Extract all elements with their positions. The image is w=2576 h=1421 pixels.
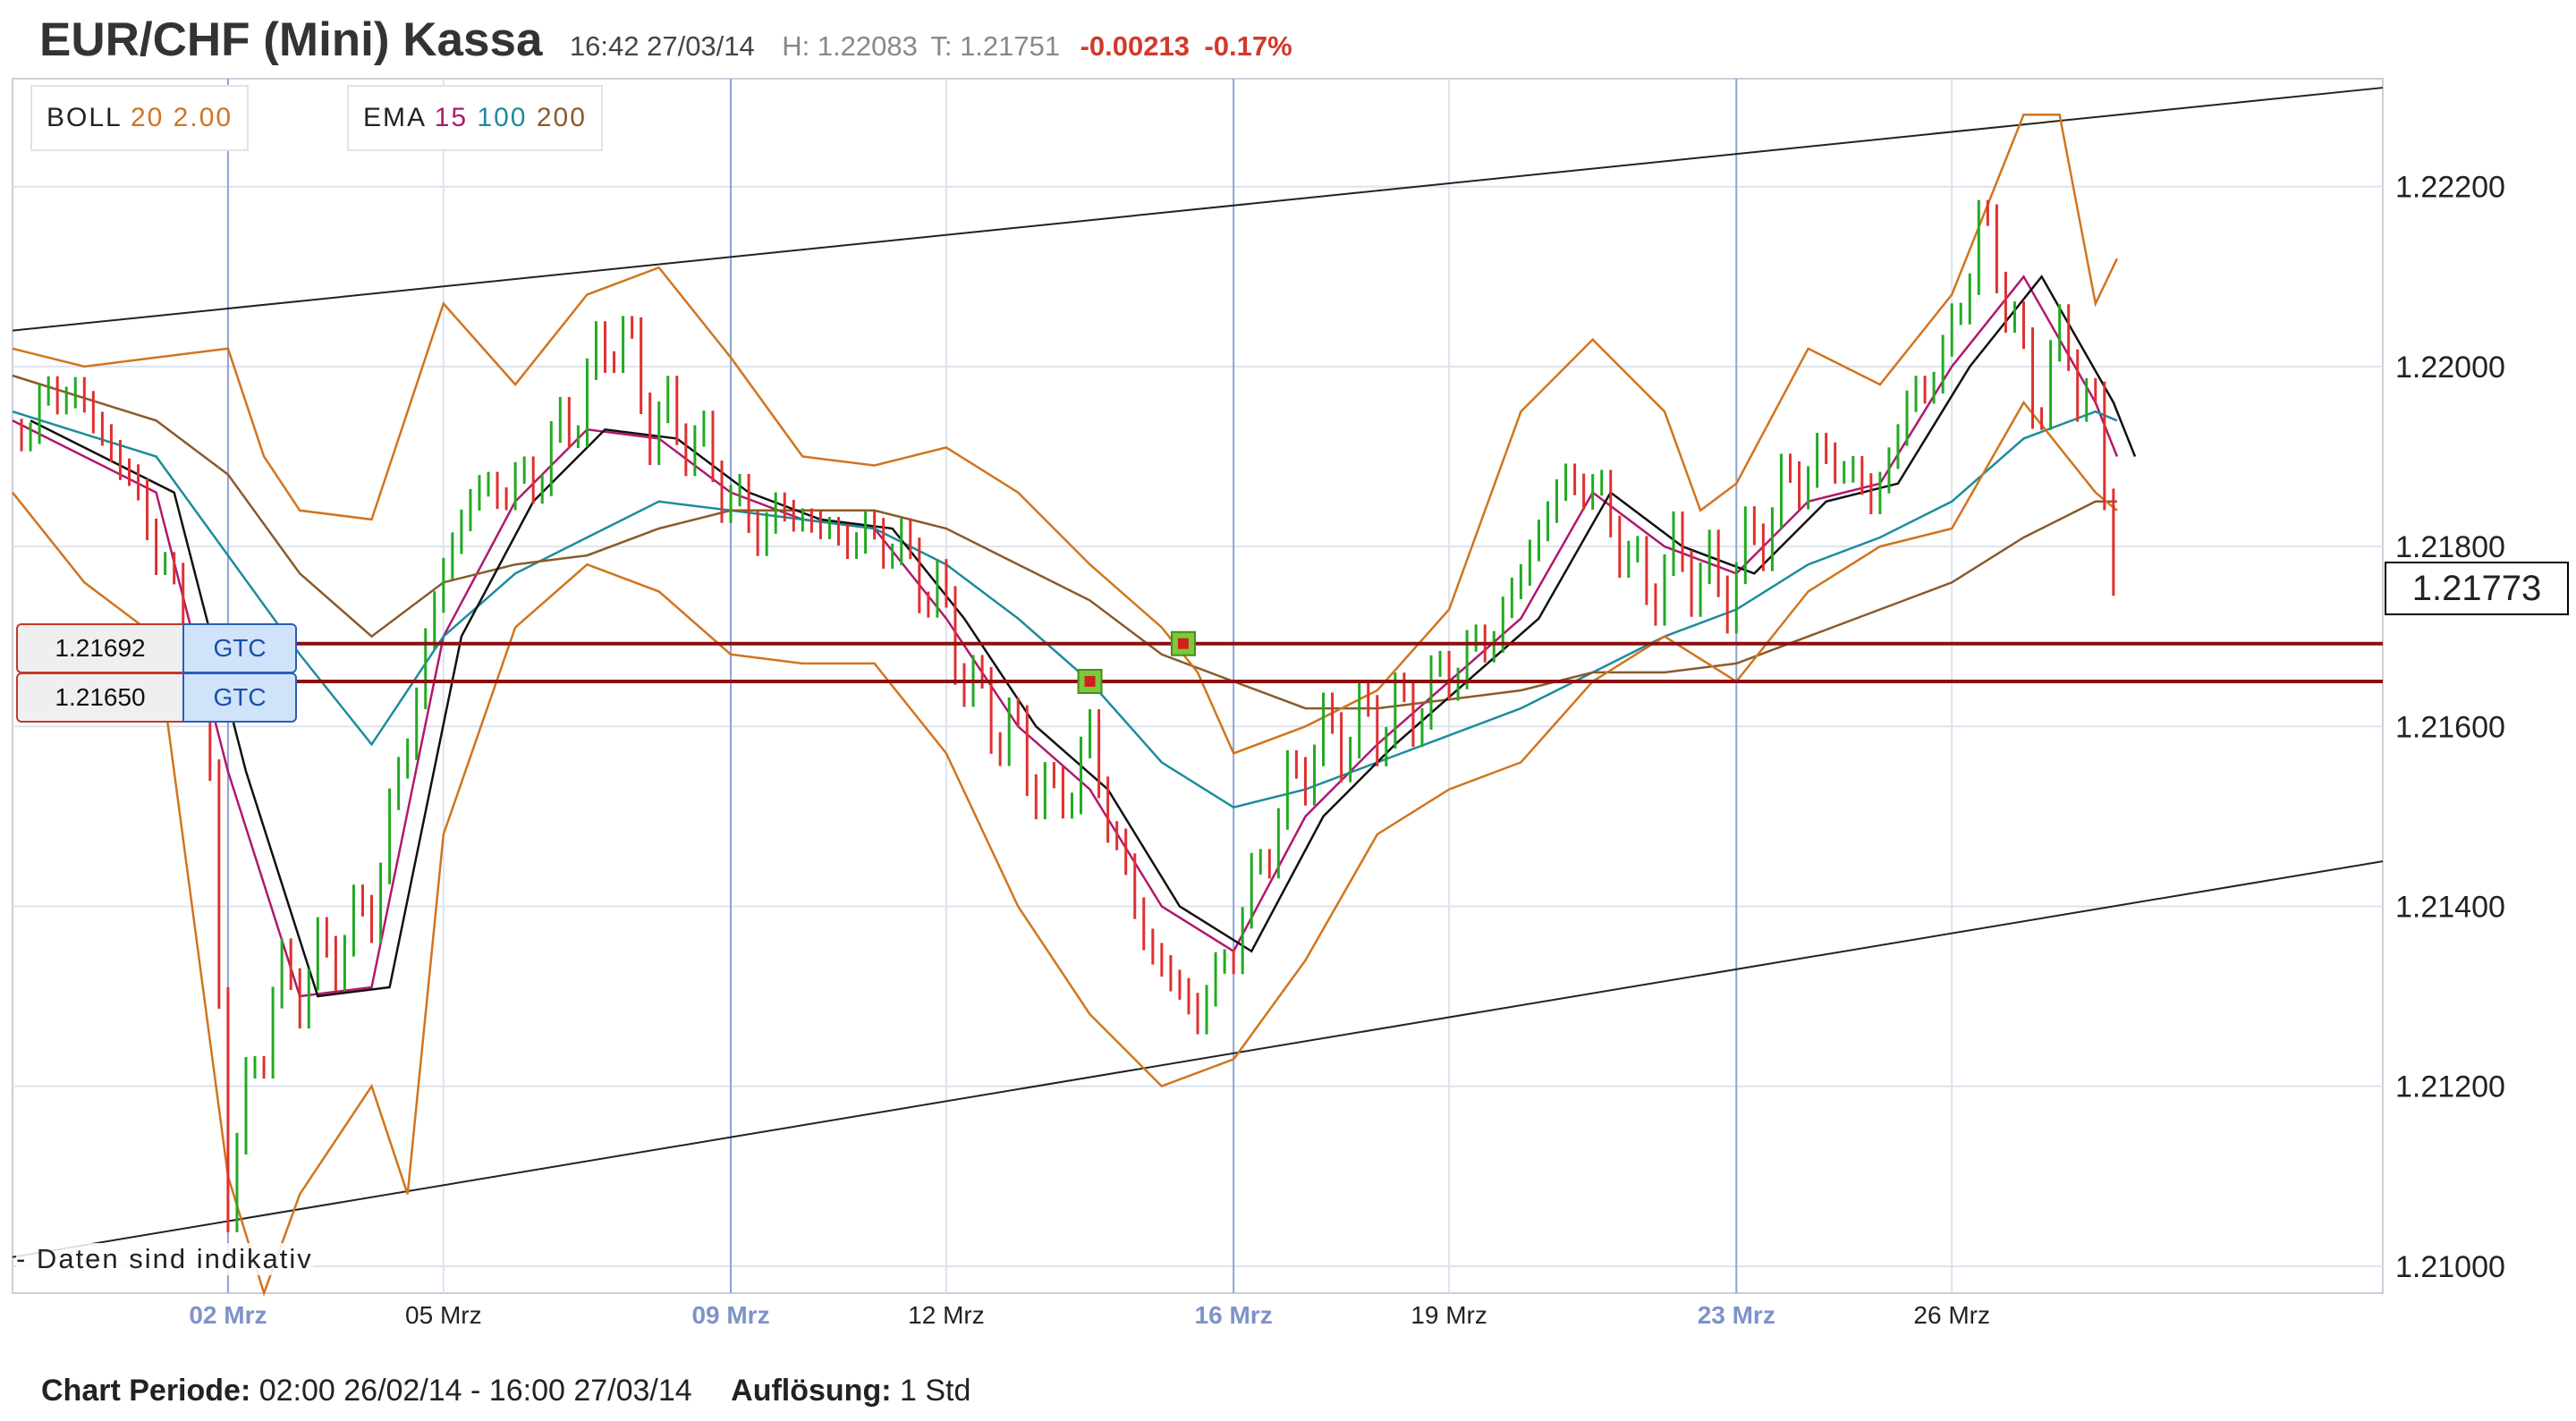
legend-ema-15: 15 [434,103,469,132]
order-marker-core [1084,675,1096,687]
order-ticket-1[interactable]: 1.21692 GTC [16,623,297,673]
change-value: -0.00213 [1080,30,1190,62]
y-tick-label: 1.21000 [2395,1250,2505,1284]
bollinger-lower-line [12,400,2118,1297]
legend-boll-dev: 2.00 [173,103,233,132]
chart-header: EUR/CHF (Mini) Kassa 16:42 27/03/14 H: 1… [39,13,1292,75]
order-gtc-button[interactable]: GTC [182,672,297,723]
legend-ema[interactable]: EMA 15 100 200 [347,85,603,151]
order-marker-core [1177,638,1189,649]
x-tick-label: 16 Mrz [1195,1301,1273,1329]
instrument-title: EUR/CHF (Mini) Kassa [39,13,543,66]
x-tick-label: 23 Mrz [1698,1301,1775,1329]
trendline [12,87,2384,332]
y-tick-label: 1.21600 [2395,710,2505,744]
resolution-label: Auflösung: [731,1374,892,1408]
ema200-line [12,374,2117,710]
resolution-value: 1 Std [900,1374,971,1408]
order-ticket-2[interactable]: 1.21650 GTC [16,672,297,723]
bollinger-upper-line [12,113,2119,755]
period-value: 02:00 26/02/14 - 16:00 27/03/14 [258,1374,692,1408]
legend-ema-100: 100 [477,103,528,132]
plot-area [12,78,2384,1294]
indicative-note: - Daten sind indikativ [16,1243,313,1275]
low-value: T: 1.21751 [930,30,1061,62]
x-tick-label: 09 Mrz [691,1301,769,1329]
period-label: Chart Periode: [41,1374,251,1408]
change-percent: -0.17% [1204,30,1292,62]
quote-time: 16:42 27/03/14 [569,30,755,62]
legend-boll-name: BOLL [47,103,122,132]
current-price-tag: 1.21773 [2385,562,2569,615]
legend-ema-name: EMA [363,103,426,132]
ema-fast-black-line [30,275,2137,998]
ema100-line [12,410,2118,809]
order-price[interactable]: 1.21692 [16,623,182,673]
x-tick-label: 26 Mrz [1913,1301,1990,1329]
legend-boll-period: 20 [130,103,165,132]
high-value: H: 1.22083 [782,30,918,62]
x-tick-label: 05 Mrz [405,1301,482,1329]
legend-bollinger[interactable]: BOLL 20 2.00 [30,85,250,151]
price-chart[interactable]: 1.21000 1.21200 1.21400 1.21600 1.21800 1.220… [0,0,2576,1350]
order-gtc-button[interactable]: GTC [182,623,297,673]
x-tick-label: 02 Mrz [189,1301,267,1329]
order-price[interactable]: 1.21650 [16,672,182,723]
chart-footer: Chart Periode: 02:00 26/02/14 - 16:00 27… [41,1374,970,1408]
y-tick-label: 1.22200 [2395,171,2505,205]
y-tick-label: 1.22000 [2395,351,2505,385]
y-tick-label: 1.21400 [2395,890,2505,924]
legend-ema-200: 200 [536,103,587,132]
x-tick-label: 19 Mrz [1411,1301,1487,1329]
x-tick-label: 12 Mrz [908,1301,985,1329]
y-tick-label: 1.21200 [2395,1070,2505,1104]
y-tick-label: 1.21800 [2395,530,2505,564]
